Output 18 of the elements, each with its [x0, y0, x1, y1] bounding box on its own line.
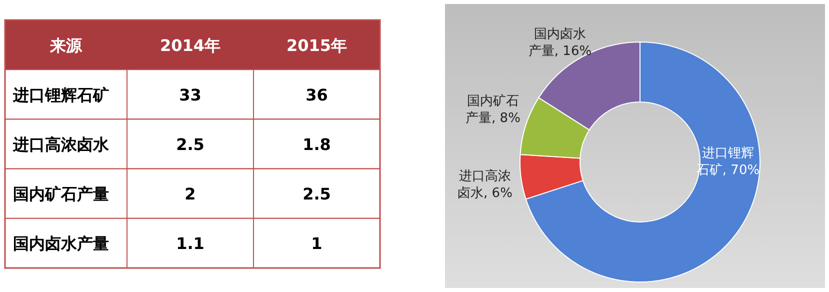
data-label: 1.1: [176, 234, 204, 254]
data-label: 1: [311, 234, 322, 254]
y-tick-label: 国内卤水产量: [13, 234, 109, 254]
y-tick-label: 进口锂辉石矿: [12, 85, 109, 104]
data-label: 2: [184, 184, 196, 204]
slice-label: 进口高浓卤水, 6%: [458, 168, 512, 201]
data-label: 1.8: [302, 135, 331, 154]
y-tick-label: 国内矿石产量: [13, 184, 109, 204]
y-tick-label: 进口高浓卤水: [12, 135, 110, 154]
slice-label: 国内矿石产量, 8%: [466, 94, 520, 126]
data-label: 33: [179, 85, 202, 104]
x-tick-label: 2014年: [160, 36, 221, 55]
x-tick-label: 2015年: [286, 36, 348, 55]
data-label: 2.5: [302, 184, 331, 204]
y-axis-title: 来源: [49, 36, 83, 55]
slice-label: 国内卤水产量, 16%: [528, 27, 592, 59]
data-label: 2.5: [176, 135, 204, 154]
data-label: 36: [306, 85, 328, 104]
